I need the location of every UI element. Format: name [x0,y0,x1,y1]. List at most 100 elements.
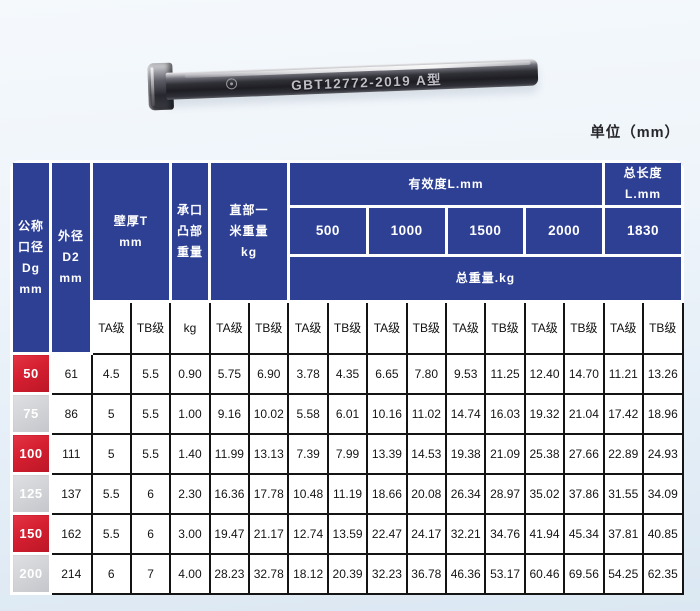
grade-header-cell: TB级 [484,300,526,355]
table-cell: 1.40 [169,432,211,475]
header-nominal-diameter: 公称 口径 Dg mm [10,160,52,355]
header-row-grades: TA级 TB级 kg TA级 TB级 TA级 TB级 TA级 TB级 TA级 T… [12,300,684,355]
table-row: 150 162 5.5 6 3.00 19.47 21.17 12.74 13.59 22.47 2… [10,512,684,555]
table-cell: 37.81 [602,512,644,555]
row-label-dg: 150 [10,512,52,555]
table-cell: 36.78 [405,552,448,595]
table-cell: 37.86 [563,472,605,515]
table-cell: 4.00 [169,552,211,595]
table-cell: 34.76 [484,512,526,555]
table-cell: 6.65 [366,352,408,395]
table-cell: 5.5 [90,472,132,515]
table-cell: 17.78 [248,472,290,515]
table-cell: 1.00 [169,392,211,435]
grade-header-cell: TB级 [326,300,369,355]
header-row-total-weight: 总重量.kg [12,254,684,303]
table-cell: 5 [90,432,132,475]
header-length-1000: 1000 [365,205,448,257]
table-cell: 12.74 [287,512,329,555]
table-cell: 19.32 [523,392,566,435]
table-cell: 0.90 [169,352,211,395]
header-socket-weight: 承口 凸部 重量 [168,160,212,303]
table-cell: 34.09 [641,472,684,515]
table-cell: 25.38 [523,432,566,475]
table-cell: 19.47 [208,512,251,555]
table-cell: 41.94 [523,512,566,555]
table-cell: 2.30 [169,472,211,515]
table-cell: 61 [49,352,93,395]
spec-table-wrap: 公称 口径 Dg mm 外径 D2 mm 壁厚T mm 承口 凸部 重量 直部一… [10,160,684,595]
table-cell: 13.59 [326,512,369,555]
grade-header-cell: TB级 [248,300,290,355]
table-cell: 20.08 [405,472,448,515]
table-cell: 5.58 [287,392,329,435]
table-cell: 9.16 [208,392,251,435]
table-cell: 5 [90,392,132,435]
header-straight-meter-weight: 直部一 米重量 kg [208,160,290,303]
table-cell: 31.55 [602,472,644,515]
header-row-groups: 公称 口径 Dg mm 外径 D2 mm 壁厚T mm 承口 凸部 重量 直部一… [10,160,684,355]
table-cell: 20.39 [326,552,369,595]
table-cell: 5.75 [208,352,251,395]
table-cell: 10.02 [248,392,290,435]
manufacturer-logo-icon [225,78,238,90]
table-row: 200 214 6 7 4.00 28.23 32.78 18.12 20.39 32.23 36.… [10,552,684,595]
table-cell: 5.5 [129,392,172,435]
table-cell: 28.97 [484,472,526,515]
table-cell: 24.93 [641,432,684,475]
table-cell: 26.34 [445,472,487,515]
grade-header-cell: TA级 [445,300,487,355]
table-cell: 11.19 [326,472,369,515]
table-cell: 35.02 [523,472,566,515]
table-cell: 3.78 [287,352,329,395]
table-cell: 6.90 [248,352,290,395]
table-cell: 16.03 [484,392,526,435]
table-cell: 11.02 [405,392,448,435]
table-cell: 10.16 [366,392,408,435]
table-cell: 162 [49,512,93,555]
table-cell: 13.26 [641,352,684,395]
table-cell: 13.13 [248,432,290,475]
header-row-lengths: 500 1000 1500 2000 1830 [12,205,684,257]
unit-label: 单位（mm） [590,125,680,141]
table-cell: 12.40 [523,352,566,395]
grade-header-cell: TA级 [208,300,251,355]
row-label-dg: 200 [10,552,52,595]
table-cell: 11.25 [484,352,526,395]
table-cell: 32.23 [366,552,408,595]
table-cell: 45.34 [563,512,605,555]
row-label-dg: 125 [10,472,52,515]
table-cell: 7.39 [287,432,329,475]
table-row: 50 61 4.5 5.5 0.90 5.75 6.90 3.78 4.35 6.65 7.80 9.… [10,352,684,395]
table-cell: 17.42 [602,392,644,435]
table-cell: 9.53 [445,352,487,395]
table-cell: 69.56 [563,552,605,595]
table-cell: 14.53 [405,432,448,475]
table-cell: 86 [49,392,93,435]
table-cell: 14.70 [563,352,605,395]
header-length-2000: 2000 [523,205,606,257]
grade-header-cell: TA级 [523,300,566,355]
table-cell: 137 [49,472,93,515]
table-row: 100 111 5 5.5 1.40 11.99 13.13 7.39 7.99 13.39 14.… [10,432,684,475]
table-cell: 27.66 [563,432,605,475]
table-cell: 5.5 [90,512,132,555]
table-cell: 14.74 [445,392,487,435]
header-total-length: 总长度L.mm [602,160,684,208]
table-cell: 62.35 [641,552,684,595]
header-length-1500: 1500 [444,205,527,257]
table-cell: 60.46 [523,552,566,595]
header-length-1830: 1830 [602,205,684,257]
table-cell: 18.12 [287,552,329,595]
table-row: 75 86 5 5.5 1.00 9.16 10.02 5.58 6.01 10.16 11.02 1… [10,392,684,435]
table-cell: 4.5 [90,352,132,395]
table-cell: 6.01 [326,392,369,435]
table-cell: 7 [129,552,172,595]
table-cell: 11.99 [208,432,251,475]
table-cell: 5.5 [129,432,172,475]
grade-header-cell: TA级 [602,300,644,355]
pipe-body: GBT12772-2019 A型 [165,58,539,100]
table-row: 125 137 5.5 6 2.30 16.36 17.78 10.48 11.19 18.66 2… [10,472,684,515]
row-label-dg: 50 [10,352,52,395]
